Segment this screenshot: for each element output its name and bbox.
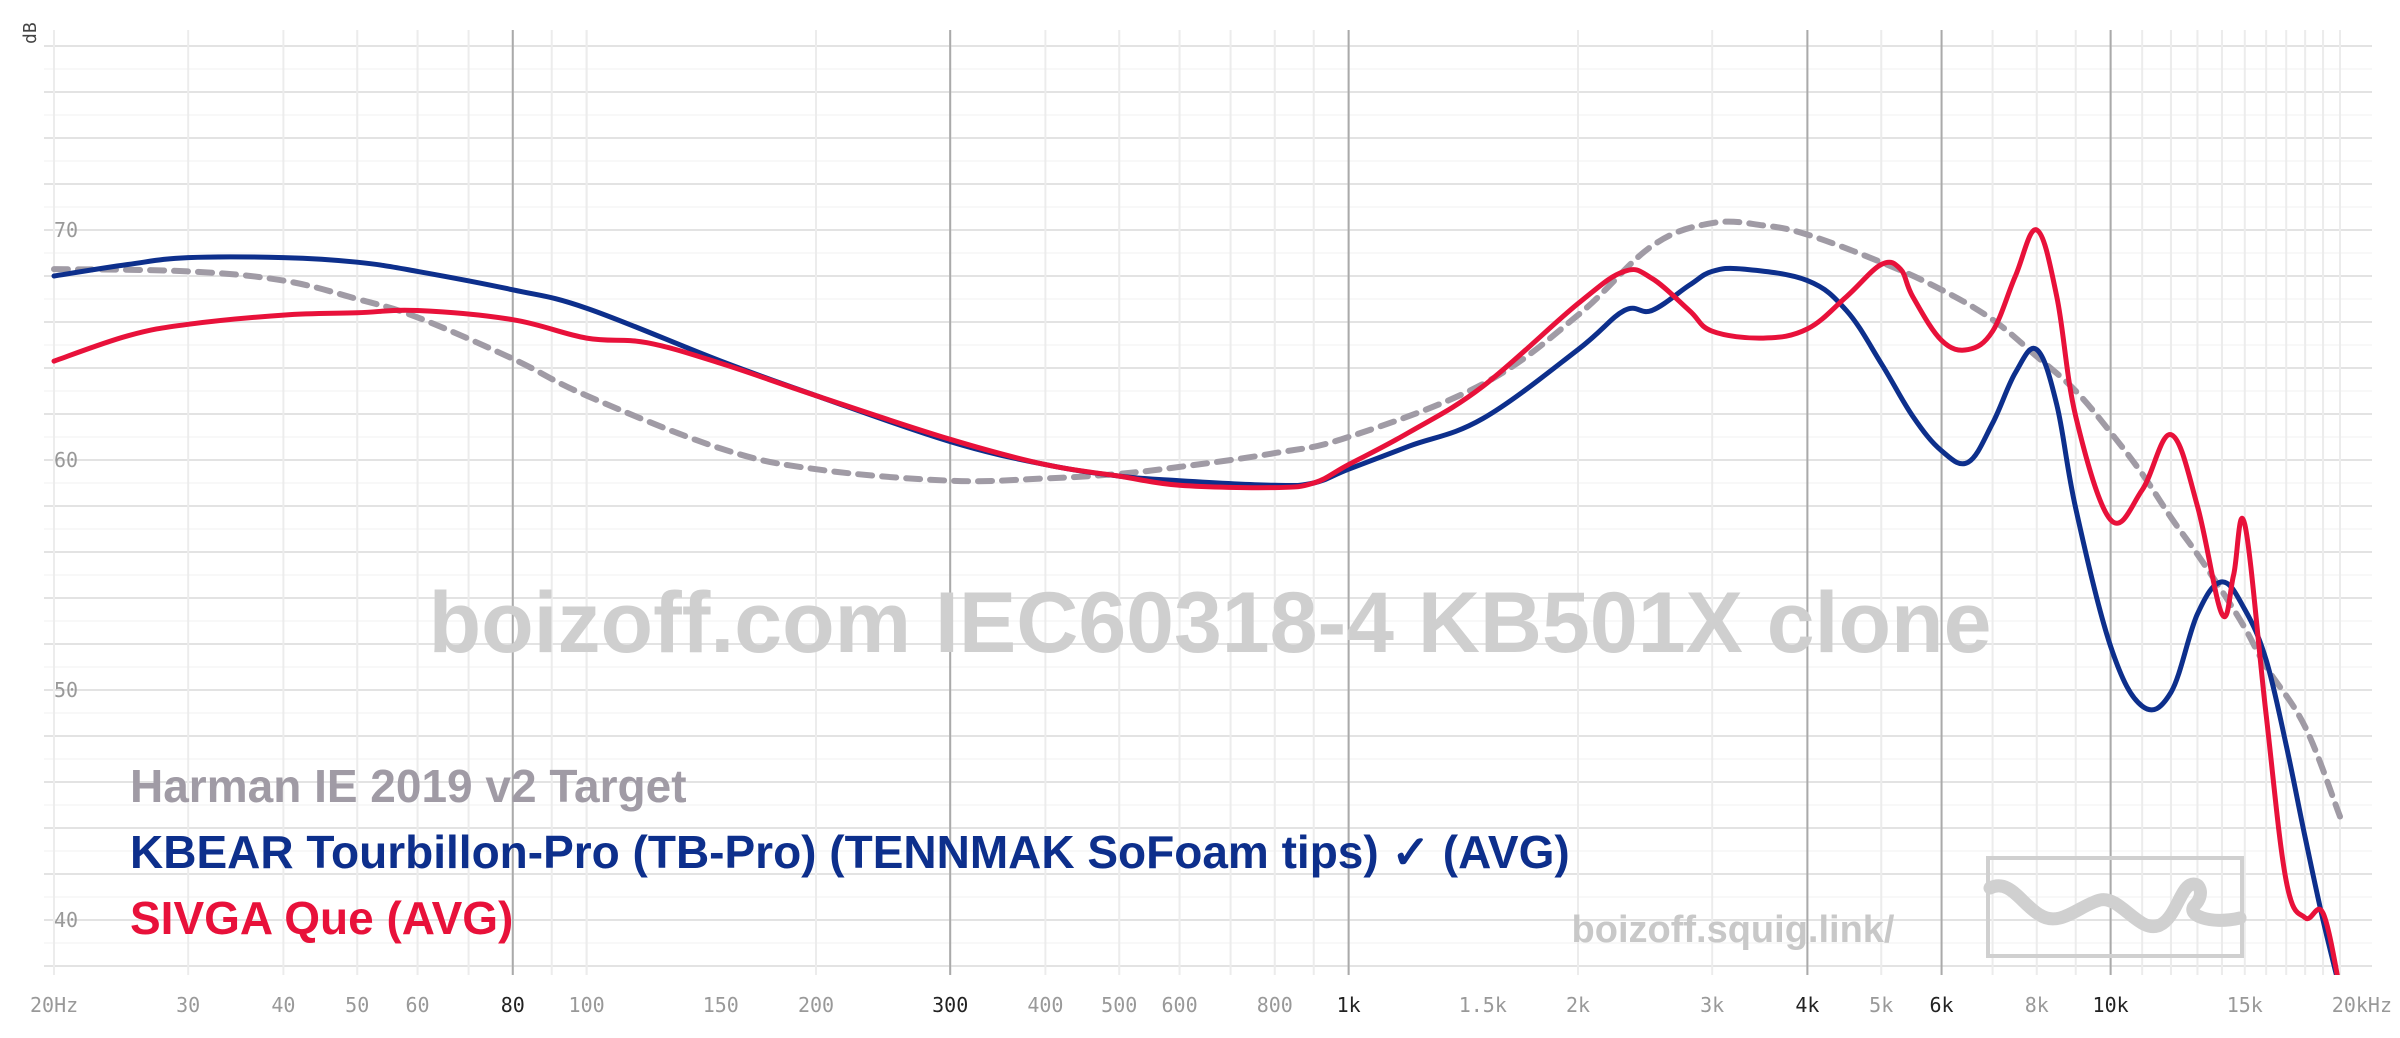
x-tick-label: 3k <box>1700 993 1724 1017</box>
series-lines <box>51 218 2343 975</box>
x-tick-label: 500 <box>1101 993 1137 1017</box>
x-tick-label: 20kHz <box>2332 993 2392 1017</box>
x-tick-label: 40 <box>271 993 295 1017</box>
x-tick-label: 4k <box>1795 993 1819 1017</box>
legend-entry: SIVGA Que (AVG) <box>130 892 513 944</box>
x-tick-label: 400 <box>1027 993 1063 1017</box>
y-tick-label: 70 <box>54 218 78 242</box>
x-tick-label: 20Hz <box>30 993 78 1017</box>
grid <box>44 30 2372 975</box>
x-tick-label: 100 <box>569 993 605 1017</box>
x-tick-label: 300 <box>932 993 968 1017</box>
x-tick-label: 200 <box>798 993 834 1017</box>
y-tick-label: 60 <box>54 448 78 472</box>
squig-logo <box>1983 856 2247 958</box>
x-tick-label: 1k <box>1337 993 1361 1017</box>
x-tick-label: 10k <box>2093 993 2129 1017</box>
series-line-1 <box>51 254 2340 975</box>
x-tick-label: 50 <box>345 993 369 1017</box>
y-axis-label: dB <box>20 22 41 44</box>
x-tick-label: 60 <box>406 993 430 1017</box>
x-tick-label: 8k <box>2025 993 2049 1017</box>
x-tick-label: 15k <box>2227 993 2263 1017</box>
legend-entry: KBEAR Tourbillon-Pro (TB-Pro) (TENNMAK S… <box>130 826 1570 878</box>
x-tick-label: 800 <box>1257 993 1293 1017</box>
x-tick-labels: 20Hz 30 40 50 60 80 100 150 200 300 400 500 600 800 1k… <box>30 993 2392 1017</box>
site-label: boizoff.squig.link/ <box>1572 909 1895 951</box>
x-tick-label: 6k <box>1930 993 1954 1017</box>
legend-entry: Harman IE 2019 v2 Target <box>130 760 687 812</box>
legend: Harman IE 2019 v2 Target KBEAR Tourbillon… <box>130 760 1570 944</box>
y-tick-label: 50 <box>54 678 78 702</box>
x-tick-label: 30 <box>176 993 200 1017</box>
x-tick-label: 2k <box>1566 993 1590 1017</box>
y-tick-label: 40 <box>54 908 78 932</box>
y-tick-labels: 70 60 50 40 <box>54 218 78 932</box>
series-line-2 <box>51 227 2340 975</box>
watermark-text: boizoff.com IEC60318-4 KB501X clone <box>429 575 1992 671</box>
series-line-0 <box>51 218 2343 820</box>
x-tick-label: 600 <box>1162 993 1198 1017</box>
x-tick-label: 1.5k <box>1459 993 1507 1017</box>
x-tick-label: 150 <box>703 993 739 1017</box>
x-tick-label: 5k <box>1869 993 1893 1017</box>
x-tick-label: 80 <box>501 993 525 1017</box>
